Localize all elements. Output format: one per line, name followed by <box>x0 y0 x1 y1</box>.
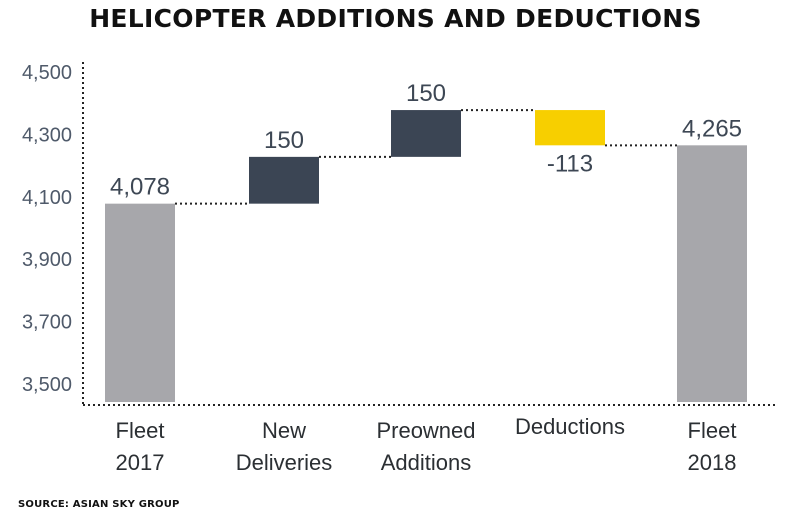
data-label: 150 <box>406 80 446 107</box>
y-tick-label: 3,900 <box>22 249 72 271</box>
data-label: 4,265 <box>682 115 742 142</box>
chart-title: HELICOPTER ADDITIONS AND DEDUCTIONS <box>89 4 702 33</box>
bar-total <box>677 145 747 402</box>
y-tick-label: 3,500 <box>22 374 72 396</box>
bar-increase <box>391 110 461 157</box>
category-label: Fleet <box>116 418 165 443</box>
y-tick-label: 4,300 <box>22 124 72 146</box>
category-label: Additions <box>381 450 472 475</box>
category-label: Preowned <box>376 418 475 443</box>
bar-decrease <box>535 110 605 146</box>
category-label: Fleet <box>688 418 737 443</box>
y-tick-label: 4,500 <box>22 62 72 84</box>
data-label: 150 <box>264 127 304 154</box>
y-tick-label: 3,700 <box>22 312 72 334</box>
y-tick-label: 4,100 <box>22 187 72 209</box>
bar-total <box>105 203 175 402</box>
bar-increase <box>249 156 319 204</box>
category-label: 2018 <box>688 450 737 475</box>
data-labels: 4,078 150 150 -113 4,265 <box>110 80 742 201</box>
data-label: -113 <box>547 150 593 177</box>
source-note: SOURCE: ASIAN SKY GROUP <box>18 499 180 510</box>
connector-lines <box>175 109 677 205</box>
category-label: Deliveries <box>236 450 333 475</box>
bars <box>105 110 747 402</box>
category-label: 2017 <box>116 450 165 475</box>
data-label: 4,078 <box>110 174 170 201</box>
axes <box>82 62 778 406</box>
category-label: New <box>262 418 306 443</box>
category-label: Deductions <box>515 414 625 439</box>
y-tick-labels: 3,500 3,700 3,900 4,100 4,300 4,500 <box>22 62 72 396</box>
category-labels: Fleet 2017 New Deliveries Preowned Additions D… <box>116 414 737 475</box>
